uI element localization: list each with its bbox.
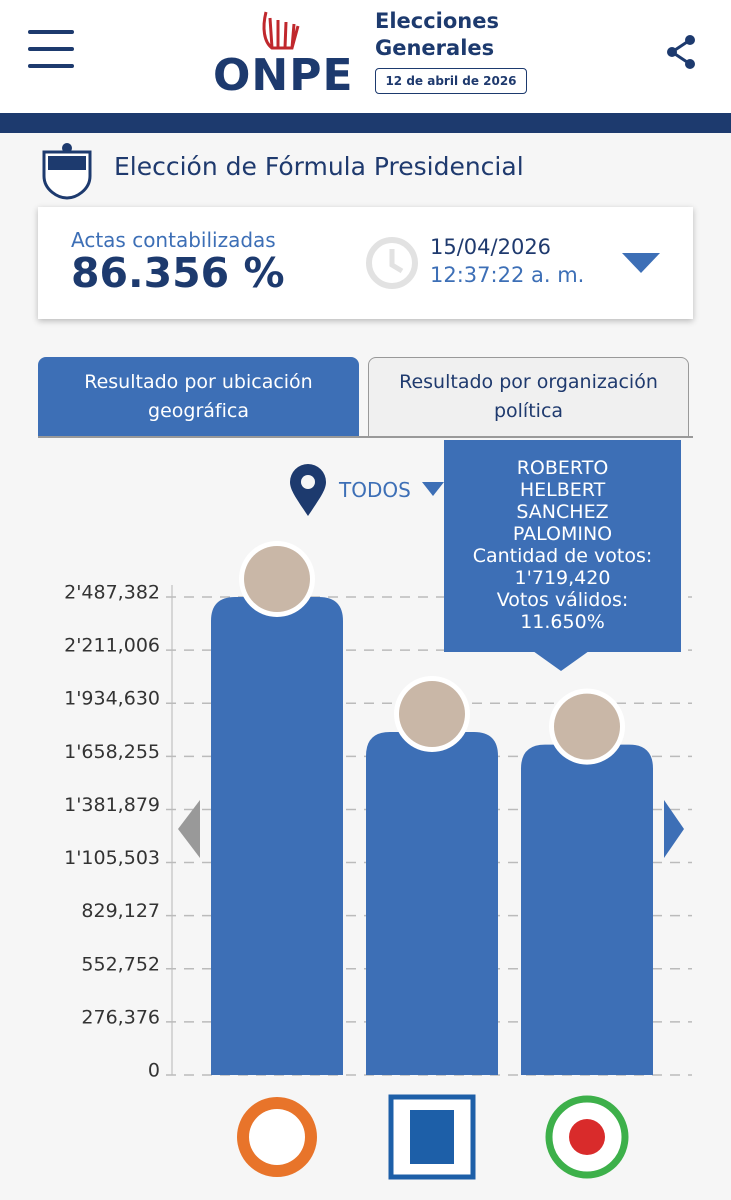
filter-arrow[interactable] [422,482,444,496]
next-arrow[interactable] [664,800,686,858]
y-tick-label: 829,127 [81,900,160,922]
y-tick-label: 1'105,503 [64,847,160,869]
candidate-photo-inner [399,680,465,747]
logo-text: ONPE [213,50,354,101]
candidate-photo-inner [554,693,620,760]
header-date: 12 de abril de 2026 [375,68,527,94]
tab-underline [38,436,693,438]
dropdown-arrow[interactable] [622,253,660,273]
coat-of-arms [42,143,92,200]
header: ONPE Elecciones Generales 12 de abril de… [0,0,731,113]
election-title: Elección de Fórmula Presidencial [114,152,524,181]
y-tick-label: 276,376 [81,1006,160,1028]
y-tick-label: 0 [148,1060,160,1082]
candidate-photo-inner [244,546,310,612]
y-tick-label: 1'658,255 [64,741,160,763]
logo-hand [262,11,300,50]
y-tick-label: 552,752 [81,953,160,975]
prev-arrow[interactable] [178,800,202,858]
y-tick-label: 1'934,630 [64,688,160,710]
bar [366,731,498,1075]
bar [521,744,653,1075]
tooltip-pointer [533,651,589,671]
progress-date: 15/04/2026 [430,235,552,259]
progress-time: 12:37:22 a. m. [430,263,585,287]
header-title: Elecciones Generales [375,8,499,62]
header-title-line: Elecciones [375,9,500,33]
party-logo-inner [410,1110,454,1164]
y-tick-label: 2'487,382 [64,582,160,604]
tooltip-name: ROBERTO HELBERT SANCHEZ PALOMINO [512,457,613,545]
tooltip-valid: Votos válidos: 11.650% [496,589,629,633]
menu-icon[interactable] [28,30,76,70]
bar [211,597,343,1075]
tooltip-votes: Cantidad de votos: 1'719,420 [472,545,653,589]
party-logo-inner [569,1119,605,1155]
share-icon[interactable] [664,34,700,70]
party-logo-inner [249,1109,305,1165]
filter-label[interactable]: TODOS [339,478,411,502]
y-tick-label: 2'211,006 [64,635,160,657]
progress-card: Actas contabilizadas 86.356 % 15/04/2026… [38,207,693,319]
location-icon [290,464,326,516]
header-band [0,113,731,133]
y-tick-label: 1'381,879 [64,794,160,816]
tab[interactable]: Resultado por organización política [368,357,689,437]
progress-value: 86.356 % [71,249,285,297]
clock-icon [366,237,418,289]
header-title-line: Generales [375,36,495,60]
tab[interactable]: Resultado por ubicación geográfica [38,357,359,437]
progress-label: Actas contabilizadas [71,228,276,252]
tooltip: ROBERTO HELBERT SANCHEZ PALOMINO Cantida… [444,440,681,652]
